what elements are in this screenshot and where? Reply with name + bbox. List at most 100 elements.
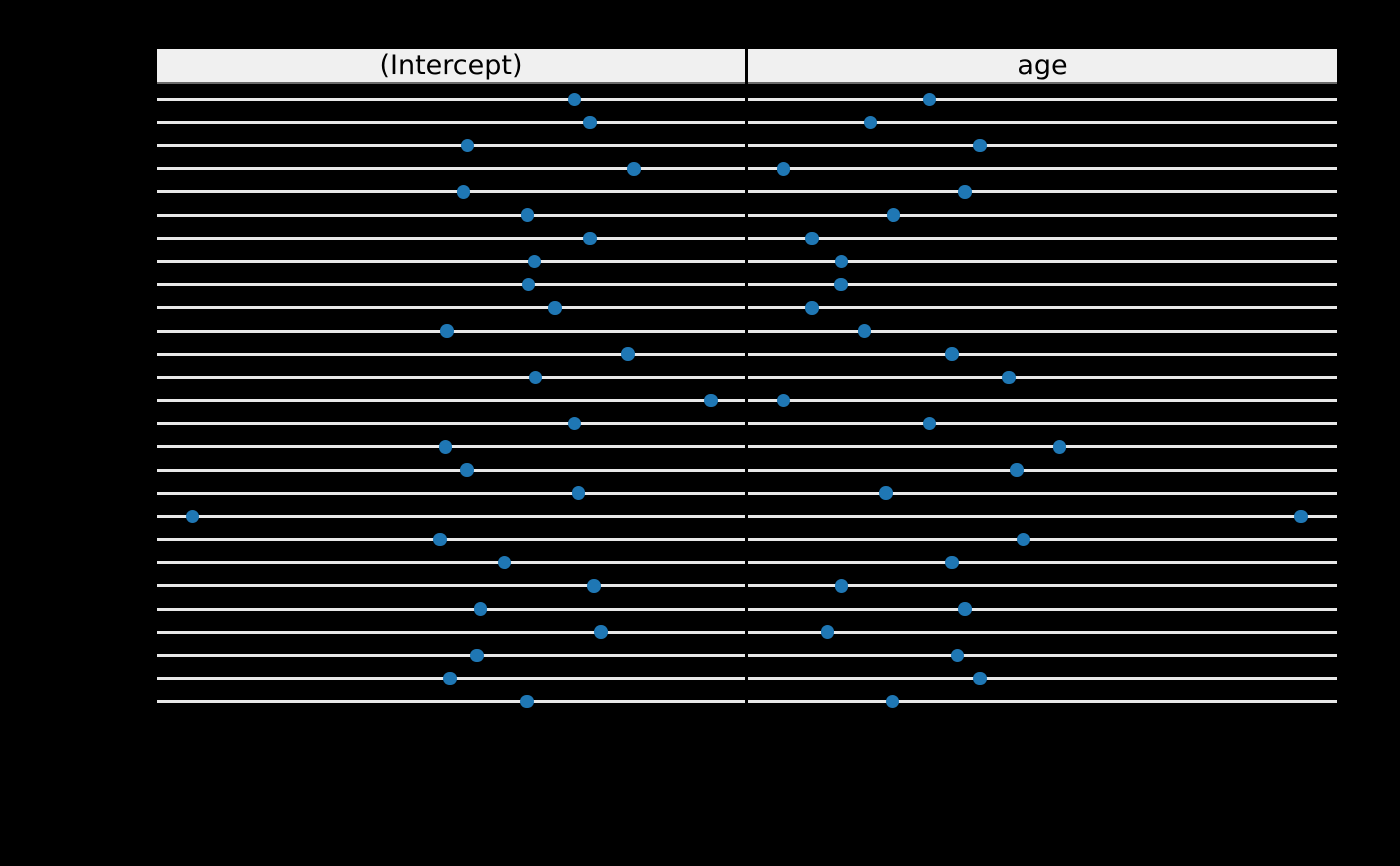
- row-reference-line: [748, 283, 1337, 287]
- data-point-dot: [438, 440, 453, 454]
- data-point-dot: [520, 208, 535, 222]
- data-point-dot: [805, 231, 819, 246]
- data-point-dot: [834, 254, 849, 269]
- row-reference-line: [157, 514, 745, 518]
- data-point-dot: [567, 92, 582, 107]
- row-reference-line: [157, 144, 745, 148]
- row-reference-line: [157, 561, 745, 565]
- data-point-dot: [834, 277, 848, 292]
- data-point-dot: [527, 254, 542, 269]
- row-reference-line: [748, 561, 1337, 565]
- data-point-dot: [456, 185, 471, 199]
- panel-strip-age: age: [748, 49, 1337, 84]
- data-point-dot: [1294, 509, 1308, 524]
- data-point-dot: [587, 579, 601, 593]
- data-point-dot: [805, 301, 819, 315]
- data-point-dot: [950, 648, 965, 663]
- data-point-dot: [185, 509, 200, 524]
- row-reference-line: [157, 213, 745, 217]
- data-point-dot: [460, 463, 474, 477]
- row-reference-line: [157, 468, 745, 472]
- data-point-dot: [583, 231, 597, 246]
- row-reference-line: [748, 97, 1337, 101]
- data-point-dot: [1002, 370, 1016, 385]
- row-reference-line: [748, 491, 1337, 495]
- row-reference-line: [157, 584, 745, 588]
- data-point-dot: [879, 486, 893, 500]
- data-point-dot: [594, 625, 608, 639]
- row-reference-line: [157, 653, 745, 657]
- data-point-dot: [776, 162, 791, 176]
- data-point-dot: [621, 347, 635, 361]
- data-point-dot: [548, 301, 562, 315]
- row-reference-line: [157, 97, 745, 101]
- row-reference-line: [157, 352, 745, 356]
- row-reference-line: [157, 190, 745, 194]
- data-point-dot: [1052, 440, 1067, 454]
- row-reference-line: [748, 700, 1337, 704]
- data-point-dot: [460, 138, 475, 153]
- data-point-dot: [922, 416, 937, 431]
- row-reference-line: [157, 120, 745, 124]
- row-reference-line: [748, 259, 1337, 263]
- row-reference-line: [748, 468, 1337, 472]
- row-reference-line: [748, 375, 1337, 379]
- data-point-dot: [571, 486, 586, 500]
- data-point-dot: [1016, 532, 1031, 547]
- row-reference-line: [748, 352, 1337, 356]
- data-point-dot: [470, 648, 484, 663]
- row-reference-line: [748, 399, 1337, 402]
- panel-strip-intercept-label: (Intercept): [379, 50, 523, 81]
- row-reference-line: [748, 514, 1337, 518]
- data-point-dot: [958, 602, 972, 616]
- data-point-dot: [440, 324, 454, 338]
- data-point-dot: [973, 671, 987, 686]
- data-point-dot: [433, 532, 447, 547]
- data-point-dot: [521, 277, 536, 292]
- data-point-dot: [776, 393, 791, 408]
- data-point-dot: [857, 324, 872, 338]
- row-reference-line: [748, 236, 1337, 240]
- row-reference-line: [157, 306, 745, 310]
- row-reference-line: [157, 399, 745, 402]
- data-point-dot: [528, 370, 543, 385]
- panel-strip-divider: [745, 49, 748, 87]
- row-reference-line: [157, 538, 745, 542]
- data-point-dot: [922, 92, 937, 107]
- row-reference-line: [157, 422, 745, 426]
- data-point-dot: [945, 555, 959, 570]
- row-reference-line: [748, 329, 1337, 333]
- data-point-dot: [1010, 463, 1024, 477]
- row-reference-line: [157, 236, 745, 240]
- row-reference-line: [157, 630, 745, 634]
- data-point-dot: [834, 579, 849, 593]
- row-reference-line: [157, 259, 745, 263]
- row-reference-line: [748, 144, 1337, 148]
- data-point-dot: [945, 347, 959, 361]
- row-reference-line: [157, 700, 745, 704]
- data-point-dot: [627, 162, 641, 176]
- data-point-dot: [497, 555, 512, 570]
- row-reference-line: [748, 630, 1337, 634]
- row-reference-line: [748, 584, 1337, 588]
- row-reference-line: [748, 120, 1337, 124]
- data-point-dot: [958, 185, 972, 199]
- row-reference-line: [748, 653, 1337, 657]
- data-point-dot: [973, 138, 987, 153]
- row-reference-line: [157, 375, 745, 379]
- row-reference-line: [748, 306, 1337, 310]
- row-reference-line: [157, 607, 745, 611]
- data-point-dot: [886, 208, 901, 222]
- data-point-dot: [885, 694, 900, 709]
- data-point-dot: [820, 625, 835, 639]
- row-reference-line: [748, 607, 1337, 611]
- data-point-dot: [583, 115, 597, 130]
- row-reference-line: [157, 167, 745, 171]
- row-reference-line: [157, 491, 745, 495]
- data-point-dot: [567, 416, 582, 431]
- row-reference-line: [748, 167, 1337, 171]
- row-reference-line: [748, 213, 1337, 217]
- row-reference-line: [748, 422, 1337, 426]
- row-reference-line: [748, 677, 1337, 681]
